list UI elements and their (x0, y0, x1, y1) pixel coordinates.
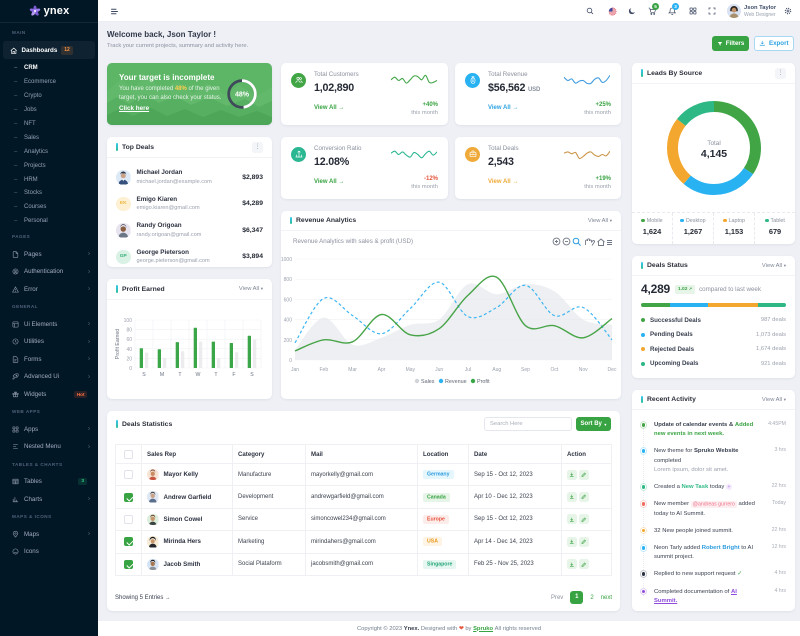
svg-text:Nov: Nov (579, 367, 588, 373)
svg-text:Apr: Apr (378, 367, 386, 373)
svg-text:600: 600 (284, 297, 293, 303)
svg-text:0: 0 (289, 358, 292, 364)
svg-text:Profit: Profit (477, 379, 490, 385)
svg-text:F: F (232, 372, 235, 378)
svg-text:20: 20 (126, 356, 132, 362)
svg-text:Total: Total (707, 140, 721, 147)
svg-text:Oct: Oct (551, 367, 559, 373)
svg-text:Jul: Jul (465, 367, 471, 373)
svg-text:S: S (142, 372, 146, 378)
svg-text:Sep: Sep (521, 367, 530, 373)
svg-text:Profit Earned: Profit Earned (115, 329, 121, 359)
svg-text:Mar: Mar (348, 367, 357, 373)
svg-text:Jun: Jun (435, 367, 443, 373)
svg-text:Jan: Jan (291, 367, 299, 373)
svg-text:100: 100 (124, 318, 133, 324)
svg-text:200: 200 (284, 338, 293, 344)
svg-text:W: W (196, 372, 201, 378)
svg-text:Revenue: Revenue (445, 379, 467, 385)
svg-text:S: S (250, 372, 254, 378)
svg-text:80: 80 (126, 328, 132, 334)
svg-text:T: T (214, 372, 218, 378)
svg-text:T: T (178, 372, 182, 378)
svg-text:40: 40 (126, 347, 132, 353)
svg-text:M: M (160, 372, 164, 378)
svg-text:60: 60 (126, 337, 132, 343)
svg-text:May: May (406, 367, 416, 373)
svg-text:Aug: Aug (492, 367, 501, 373)
svg-text:Dec: Dec (608, 367, 617, 373)
svg-text:800: 800 (284, 277, 293, 283)
svg-text:1000: 1000 (281, 257, 292, 263)
svg-text:48%: 48% (235, 92, 250, 99)
svg-text:Sales: Sales (421, 379, 435, 385)
svg-text:Feb: Feb (319, 367, 328, 373)
svg-text:400: 400 (284, 318, 293, 324)
svg-text:4,145: 4,145 (701, 148, 727, 160)
svg-text:0: 0 (129, 366, 132, 372)
